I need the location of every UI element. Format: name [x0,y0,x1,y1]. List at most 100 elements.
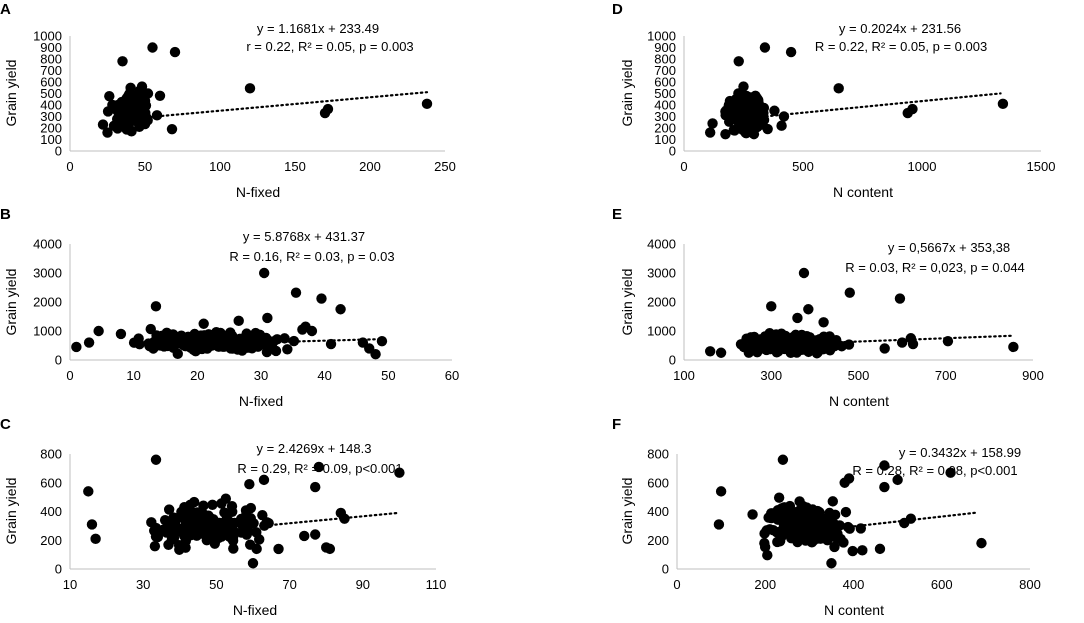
data-point [228,543,239,554]
data-point [299,530,310,542]
data-point [720,109,731,121]
y-axis-title: Grain yield [619,60,635,127]
x-tick-label: 110 [426,577,447,592]
data-point [894,293,906,304]
data-point [117,56,128,67]
y-tick-label: 0 [55,144,62,159]
y-tick-label: 700 [40,63,62,78]
data-point [282,344,293,355]
data-point [734,105,746,117]
y-tick-label: 700 [654,63,676,78]
x-tick-label: 10 [63,577,77,592]
data-point [180,340,191,352]
data-point [86,519,98,530]
y-tick-label: 800 [654,52,676,67]
y-tick-label: 300 [654,109,676,124]
regression-stats: R = 0.16, R² = 0.03, p = 0.03 [229,249,394,264]
data-point [136,81,148,92]
data-point [258,474,270,486]
data-point [747,335,758,347]
regression-stats: R = 0.22, R² = 0.05, p = 0.003 [815,39,987,54]
panel-letter: B [0,206,11,223]
x-axis-title: N content [824,602,884,618]
x-tick-label: 60 [445,368,459,383]
data-point [322,103,334,115]
y-tick-label: 900 [654,40,676,55]
x-tick-label: 800 [1019,577,1041,592]
data-point [790,531,802,542]
x-tick-label: 20 [190,368,204,383]
x-tick-label: 0 [66,368,73,383]
y-tick-label: 400 [654,98,676,113]
x-tick-label: 500 [792,159,814,174]
data-point [847,545,858,557]
data-point [142,88,154,99]
regression-equation: y = 0.2024x + 231.56 [839,21,961,36]
x-axis-title: N-fixed [239,393,283,409]
data-point [879,481,890,493]
data-point [759,42,771,53]
y-tick-label: 4000 [647,237,676,252]
x-tick-label: 150 [284,159,306,174]
data-point [997,98,1009,110]
data-point [769,105,780,116]
x-tick-label: 1000 [908,159,937,174]
data-point [776,120,787,131]
regression-stats: r = 0.22, R² = 0.05, p = 0.003 [246,39,413,54]
data-point [151,334,163,346]
data-point [704,127,716,138]
regression-equation: y = 0.3432x + 158.99 [899,445,1021,460]
data-point [83,486,94,497]
data-point [243,526,254,537]
y-tick-label: 0 [669,353,676,368]
data-point [776,503,788,514]
data-point [809,507,821,519]
data-point [907,103,918,115]
data-point [191,530,202,541]
x-axis-title: N-fixed [233,602,277,618]
data-point [102,127,113,138]
data-point [83,337,95,348]
trend-line [247,338,384,344]
data-point [785,513,796,525]
trend-line [125,91,429,121]
data-point [71,341,82,353]
data-point [734,115,746,127]
data-point [827,496,839,507]
trend-line [783,334,1015,346]
data-point [245,502,257,514]
data-point [163,539,174,551]
x-tick-label: 100 [673,368,695,383]
data-point [394,467,405,478]
y-tick-label: 0 [662,562,669,577]
data-point [803,304,814,315]
data-point [146,517,157,528]
x-tick-label: 300 [760,368,782,383]
trend-line [259,511,401,528]
data-point [257,509,268,521]
data-point [258,339,269,350]
data-point [766,301,777,312]
data-point [844,287,855,298]
data-point [202,331,214,343]
regression-equation: y = 5.8768x + 431.37 [243,229,365,244]
data-point [244,478,255,490]
data-point [167,329,179,340]
data-point [715,486,727,497]
data-point [236,515,247,526]
y-tick-label: 3000 [33,266,62,281]
x-tick-label: 0 [680,159,687,174]
data-point [879,343,890,354]
x-tick-label: 200 [754,577,776,592]
data-point [324,543,336,555]
y-axis-title: Grain yield [3,478,19,545]
data-point [279,333,290,344]
regression-stats: R = 0.29, R² = 0.09, p<0.001 [237,461,402,476]
trend-line [735,92,1002,121]
y-tick-label: 0 [55,562,62,577]
data-point [874,543,886,555]
y-tick-label: 1000 [647,324,676,339]
y-tick-label: 400 [40,98,62,113]
data-point [773,492,785,503]
y-tick-label: 1000 [647,29,676,44]
